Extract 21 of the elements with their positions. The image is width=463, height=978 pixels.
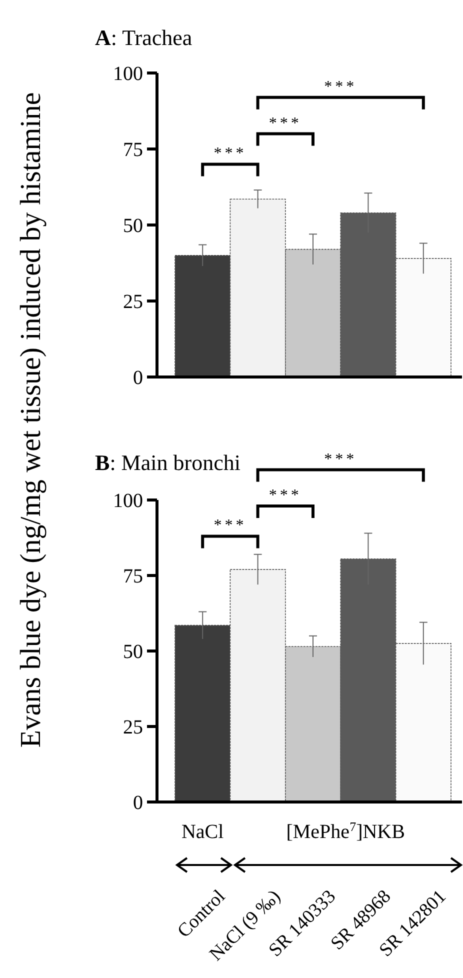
y-tick-label: 0 [133,792,143,814]
text: [MePhe$^{7}$]NKB [286,818,405,843]
y-tick-label: 100 [113,490,143,512]
annotation: *** [214,517,247,534]
annotation: *** [268,487,302,504]
chart-title: A: Trachea [95,25,192,50]
y-tick-label: 100 [113,63,143,85]
chart-title: B: Main bronchi [95,450,240,475]
y-tick-label: 25 [123,291,143,313]
y-tick-label: 75 [123,566,143,588]
y-tick-label: 25 [123,716,143,738]
y-tick-label: 50 [123,641,143,663]
annotation: *** [324,78,358,96]
annotation: *** [214,145,247,162]
y-tick-label: 50 [123,215,143,237]
y-tick-label: 0 [133,367,143,389]
annotation: *** [268,114,302,132]
text: *** [324,450,358,468]
y-axis-title: Evans blue dye (ng/mg wet tissue) induced by histamine [15,92,47,748]
y-tick-label: 75 [123,139,143,161]
text: NaCl [181,821,224,843]
